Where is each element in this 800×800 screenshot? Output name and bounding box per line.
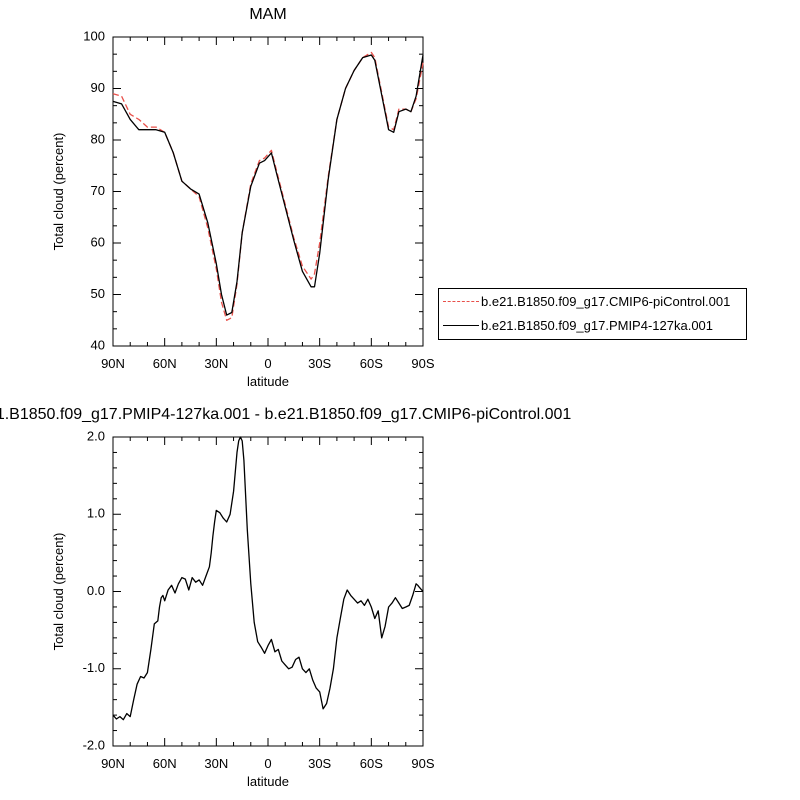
y-axis-label: Total cloud (percent) [51, 533, 66, 651]
x-axis-label: latitude [247, 774, 289, 789]
legend-swatch-dashed-red [443, 301, 479, 302]
y-tick-label: -2.0 [83, 737, 105, 752]
x-tick-label: 90S [411, 756, 434, 771]
x-tick-label: 0 [264, 756, 271, 771]
x-tick-label: 60S [360, 356, 383, 371]
series-line-0 [112, 51, 424, 321]
x-tick-label: 90N [101, 756, 125, 771]
x-tick-label: 30S [308, 756, 331, 771]
top-panel-mam: MAM 90N 60N 30N 0 30S 60S 90S 40 50 60 70 80 90 100 lat… [51, 6, 435, 389]
x-tick-label: 90S [411, 356, 434, 371]
y-tick-label: 70 [91, 183, 105, 198]
series-line-1 [112, 54, 424, 316]
bottom-panel-difference: b.e21.B1850.f09_g17.PMIP4-127ka.001 - b.… [0, 406, 571, 789]
plot-frame [112, 436, 424, 747]
x-tick-label: 90N [101, 356, 125, 371]
chart-title: MAM [249, 6, 286, 23]
x-tick-label: 30N [204, 756, 228, 771]
y-tick-label: 60 [91, 234, 105, 249]
x-tick-label: 60N [153, 756, 177, 771]
legend-label-127ka: b.e21.B1850.f09_g17.PMIP4-127ka.001 [481, 318, 714, 333]
legend-item-picontrol: b.e21.B1850.f09_g17.CMIP6-piControl.001 [439, 292, 746, 312]
x-tick-label: 60S [360, 756, 383, 771]
y-axis-label: Total cloud (percent) [51, 133, 66, 251]
x-tick-label: 30S [308, 356, 331, 371]
series-line-0 [112, 436, 424, 721]
y-tick-label: 40 [91, 337, 105, 352]
x-axis-label: latitude [247, 374, 289, 389]
y-tick-label: 50 [91, 286, 105, 301]
y-tick-label: 100 [83, 28, 105, 43]
legend-swatch-solid-black [443, 325, 479, 326]
x-tick-label: 0 [264, 356, 271, 371]
y-tick-label: 1.0 [87, 506, 105, 521]
x-tick-label: 60N [153, 356, 177, 371]
y-tick-label: 0.0 [87, 583, 105, 598]
y-tick-label: 2.0 [87, 428, 105, 443]
y-tick-label: -1.0 [83, 660, 105, 675]
chart-title: b.e21.B1850.f09_g17.PMIP4-127ka.001 - b.… [0, 406, 571, 423]
legend: b.e21.B1850.f09_g17.CMIP6-piControl.001 … [438, 288, 747, 340]
legend-label-picontrol: b.e21.B1850.f09_g17.CMIP6-piControl.001 [481, 294, 731, 309]
y-tick-label: 80 [91, 131, 105, 146]
plot-frame [112, 36, 424, 347]
y-tick-label: 90 [91, 80, 105, 95]
legend-item-127ka: b.e21.B1850.f09_g17.PMIP4-127ka.001 [439, 316, 746, 336]
x-tick-label: 30N [204, 356, 228, 371]
